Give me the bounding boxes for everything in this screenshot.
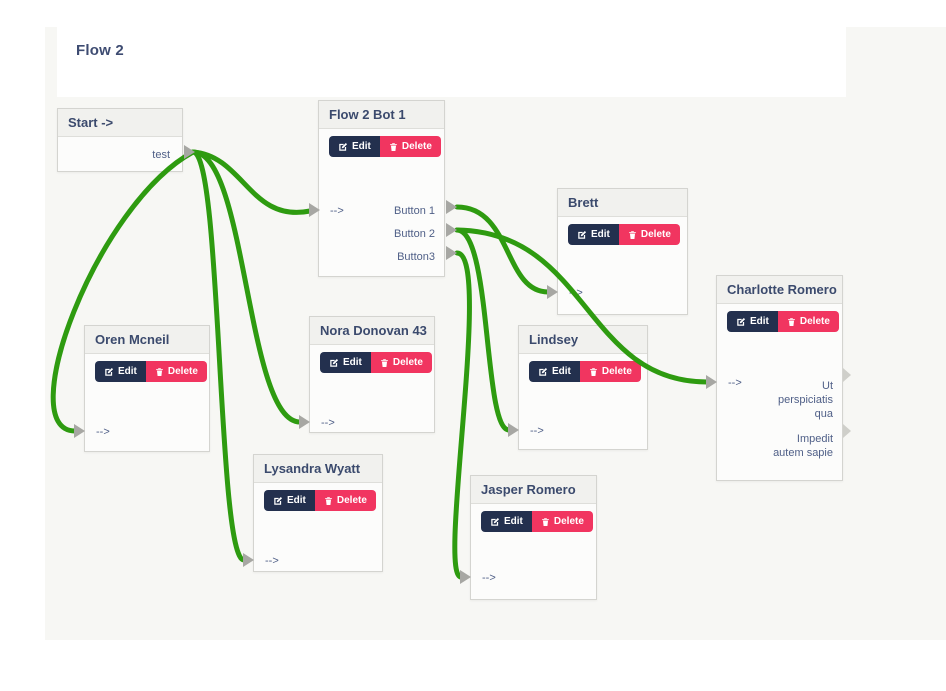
- trash-icon: [381, 358, 388, 367]
- trash-icon: [542, 517, 549, 526]
- node-start-output-test: test: [152, 149, 170, 161]
- node-brett-actions: Edit Delete: [568, 224, 687, 245]
- node-charlotte-romero-input: -->: [728, 377, 742, 389]
- delete-button-label: Delete: [336, 495, 367, 506]
- node-flow2bot1-output-button3: Button3: [397, 251, 435, 263]
- node-flow2bot1-input: -->: [330, 205, 344, 217]
- edit-button-label: Edit: [504, 516, 523, 527]
- node-oren-mcneil-input: -->: [96, 426, 110, 438]
- node-brett-title: Brett: [558, 189, 687, 217]
- node-flow2bot1-actions: Edit Delete: [329, 136, 444, 157]
- edit-button[interactable]: Edit: [529, 361, 580, 382]
- node-nora-donovan-actions: Edit Delete: [320, 352, 434, 373]
- edit-icon: [491, 517, 500, 526]
- node-charlotte-romero-title: Charlotte Romero: [717, 276, 842, 304]
- node-lysandra-wyatt[interactable]: Lysandra Wyatt Edit Delete -->: [253, 454, 383, 572]
- node-nora-donovan[interactable]: Nora Donovan 43 Edit Delete -->: [309, 316, 435, 433]
- delete-button[interactable]: Delete: [618, 224, 680, 245]
- delete-button[interactable]: Delete: [579, 361, 641, 382]
- node-oren-mcneil[interactable]: Oren Mcneil Edit Delete -->: [84, 325, 210, 452]
- node-charlotte-romero-actions: Edit Delete: [727, 311, 842, 332]
- node-lysandra-wyatt-title: Lysandra Wyatt: [254, 455, 382, 483]
- node-oren-mcneil-title: Oren Mcneil: [85, 326, 209, 354]
- trash-icon: [156, 367, 163, 376]
- delete-button[interactable]: Delete: [379, 136, 441, 157]
- trash-icon: [629, 230, 636, 239]
- edit-button[interactable]: Edit: [727, 311, 778, 332]
- flow-title-bar: Flow 2: [57, 27, 846, 97]
- edit-icon: [578, 230, 587, 239]
- edit-button[interactable]: Edit: [481, 511, 532, 532]
- delete-button[interactable]: Delete: [314, 490, 376, 511]
- page-title: Flow 2: [76, 42, 124, 59]
- node-charlotte-romero[interactable]: Charlotte Romero Edit Delete --> Ut pers…: [716, 275, 843, 481]
- trash-icon: [390, 142, 397, 151]
- edit-icon: [737, 317, 746, 326]
- edit-button[interactable]: Edit: [568, 224, 619, 245]
- node-lindsey-input: -->: [530, 425, 544, 437]
- node-lindsey-actions: Edit Delete: [529, 361, 647, 382]
- node-start[interactable]: Start -> test: [57, 108, 183, 172]
- node-flow2bot1-title: Flow 2 Bot 1: [319, 101, 444, 129]
- edit-button-label: Edit: [118, 366, 137, 377]
- edit-button-label: Edit: [591, 229, 610, 240]
- edit-button-label: Edit: [552, 366, 571, 377]
- node-jasper-romero-input: -->: [482, 572, 496, 584]
- node-nora-donovan-title: Nora Donovan 43: [310, 317, 434, 345]
- edit-button[interactable]: Edit: [264, 490, 315, 511]
- trash-icon: [788, 317, 795, 326]
- trash-icon: [325, 496, 332, 505]
- edit-icon: [105, 367, 114, 376]
- node-flow2bot1-output-button2: Button 2: [394, 228, 435, 240]
- node-flow2bot1[interactable]: Flow 2 Bot 1 Edit Delete --> Button 1 Bu…: [318, 100, 445, 277]
- node-lindsey-title: Lindsey: [519, 326, 647, 354]
- delete-button-label: Delete: [167, 366, 198, 377]
- delete-button[interactable]: Delete: [777, 311, 839, 332]
- node-lysandra-wyatt-input: -->: [265, 555, 279, 567]
- node-charlotte-romero-output-1: Ut perspiciatis qua: [777, 380, 833, 420]
- delete-button[interactable]: Delete: [370, 352, 432, 373]
- delete-button[interactable]: Delete: [531, 511, 593, 532]
- node-lysandra-wyatt-actions: Edit Delete: [264, 490, 382, 511]
- edit-icon: [274, 496, 283, 505]
- edit-icon: [339, 142, 348, 151]
- edit-button-label: Edit: [343, 357, 362, 368]
- node-jasper-romero[interactable]: Jasper Romero Edit Delete -->: [470, 475, 597, 600]
- node-start-title: Start ->: [58, 109, 182, 137]
- edit-button-label: Edit: [352, 141, 371, 152]
- delete-button-label: Delete: [640, 229, 671, 240]
- node-brett[interactable]: Brett Edit Delete -->: [557, 188, 688, 315]
- edit-button[interactable]: Edit: [329, 136, 380, 157]
- node-oren-mcneil-actions: Edit Delete: [95, 361, 209, 382]
- edit-button[interactable]: Edit: [95, 361, 146, 382]
- node-charlotte-romero-output-2: Impedit autem sapie: [773, 433, 833, 459]
- edit-button-label: Edit: [750, 316, 769, 327]
- delete-button[interactable]: Delete: [145, 361, 207, 382]
- edit-button[interactable]: Edit: [320, 352, 371, 373]
- node-flow2bot1-output-button1: Button 1: [394, 205, 435, 217]
- edit-button-label: Edit: [287, 495, 306, 506]
- node-jasper-romero-title: Jasper Romero: [471, 476, 596, 504]
- node-nora-donovan-input: -->: [321, 417, 335, 429]
- delete-button-label: Delete: [553, 516, 584, 527]
- node-lindsey[interactable]: Lindsey Edit Delete -->: [518, 325, 648, 450]
- node-jasper-romero-actions: Edit Delete: [481, 511, 596, 532]
- delete-button-label: Delete: [799, 316, 830, 327]
- edit-icon: [539, 367, 548, 376]
- trash-icon: [590, 367, 597, 376]
- delete-button-label: Delete: [392, 357, 423, 368]
- delete-button-label: Delete: [401, 141, 432, 152]
- delete-button-label: Delete: [601, 366, 632, 377]
- node-brett-input: -->: [569, 287, 583, 299]
- edit-icon: [330, 358, 339, 367]
